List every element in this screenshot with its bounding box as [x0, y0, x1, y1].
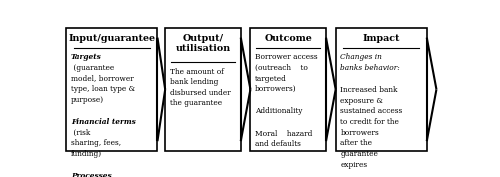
Text: Output/
utilisation: Output/ utilisation	[176, 33, 231, 53]
Text: (guarantee: (guarantee	[71, 64, 115, 72]
Text: Processes: Processes	[71, 172, 112, 177]
Text: model, borrower: model, borrower	[71, 75, 134, 82]
Text: Changes in: Changes in	[340, 53, 382, 61]
Text: (outreach    to: (outreach to	[255, 64, 308, 72]
Text: (risk: (risk	[71, 129, 90, 137]
Text: banks behavior:: banks behavior:	[340, 64, 400, 72]
Text: the guarantee: the guarantee	[170, 99, 222, 107]
Text: purpose): purpose)	[71, 96, 104, 104]
Text: Increased bank: Increased bank	[340, 86, 398, 94]
Text: guarantee: guarantee	[340, 150, 378, 158]
Text: Targets: Targets	[71, 53, 102, 61]
Text: bank lending: bank lending	[170, 78, 218, 86]
Text: Impact: Impact	[362, 33, 400, 42]
Text: sharing, fees,: sharing, fees,	[71, 139, 121, 147]
FancyBboxPatch shape	[250, 28, 326, 151]
Text: borrowers: borrowers	[340, 129, 379, 137]
Text: Additionality: Additionality	[255, 107, 302, 115]
Text: funding): funding)	[71, 150, 102, 158]
FancyBboxPatch shape	[165, 28, 241, 151]
Text: Borrower access: Borrower access	[255, 53, 318, 61]
Text: and defaults: and defaults	[255, 140, 301, 149]
Text: sustained access: sustained access	[340, 107, 402, 115]
Text: disbursed under: disbursed under	[170, 89, 230, 97]
Text: Moral    hazard: Moral hazard	[255, 130, 312, 138]
Text: Input/guarantee: Input/guarantee	[68, 33, 156, 42]
FancyBboxPatch shape	[66, 28, 158, 151]
Text: to credit for the: to credit for the	[340, 118, 399, 126]
Text: Outcome: Outcome	[264, 33, 312, 42]
Text: targeted: targeted	[255, 75, 287, 82]
Text: The amount of: The amount of	[170, 68, 224, 76]
Text: after the: after the	[340, 139, 372, 147]
Text: exposure &: exposure &	[340, 97, 383, 105]
Text: Financial terms: Financial terms	[71, 118, 136, 126]
FancyBboxPatch shape	[336, 28, 427, 151]
Text: borrowers): borrowers)	[255, 85, 296, 93]
Text: type, loan type &: type, loan type &	[71, 85, 135, 93]
Text: expires: expires	[340, 161, 367, 169]
